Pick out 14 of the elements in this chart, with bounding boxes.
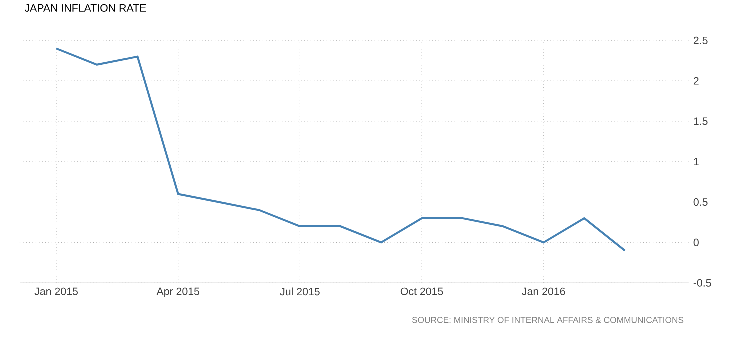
- x-tick-label: Jan 2015: [34, 288, 78, 296]
- y-tick-label: 0: [694, 238, 699, 246]
- y-tick-label: -0.5: [694, 279, 712, 287]
- y-tick-label: 1.5: [694, 118, 708, 126]
- y-tick-label: 2: [694, 77, 699, 85]
- x-tick-label: Jan 2016: [522, 288, 566, 296]
- source-note: SOURCE: MINISTRY OF INTERNAL AFFAIRS & COMMUNICATIONS: [412, 317, 684, 324]
- x-tick-label: Jul 2015: [280, 288, 320, 296]
- chart-title: JAPAN INFLATION RATE: [24, 4, 146, 12]
- x-tick-label: Oct 2015: [400, 288, 444, 296]
- x-tick-label: Apr 2015: [156, 288, 200, 298]
- y-tick-label: 1: [694, 158, 699, 166]
- y-tick-label: 0.5: [694, 198, 708, 206]
- y-tick-label: 2.5: [694, 36, 708, 44]
